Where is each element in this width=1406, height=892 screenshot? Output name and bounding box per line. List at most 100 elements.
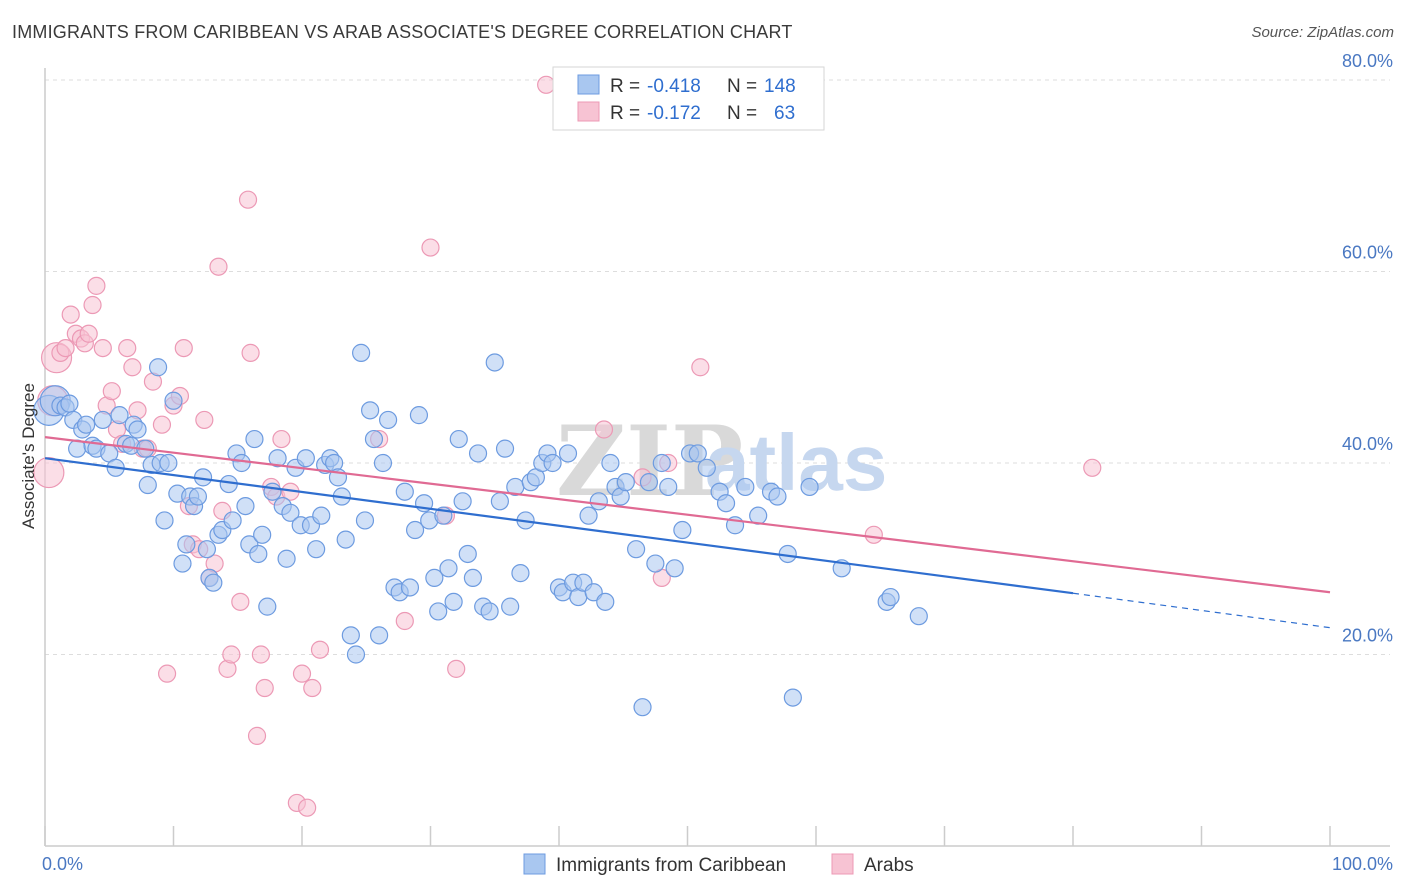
legend-n-value-1: 148: [764, 76, 796, 97]
caribbean-point-140: [783, 688, 802, 707]
caribbean-point-125: [652, 453, 671, 473]
caribbean-point-72: [370, 626, 389, 645]
arab-point-37: [222, 645, 241, 664]
caribbean-point-46: [249, 544, 268, 564]
legend-r-value-2: -0.172: [647, 103, 701, 124]
caribbean-point-14: [110, 406, 129, 425]
caribbean-point-24: [155, 511, 174, 530]
caribbean-point-98: [501, 597, 520, 616]
arab-point-9: [79, 324, 98, 343]
caribbean-point-29: [177, 535, 196, 554]
legend-r-label-2: R =: [610, 103, 640, 124]
caribbean-point-66: [341, 626, 360, 645]
caribbean-point-135: [736, 477, 755, 497]
legend-n-label-2: N =: [727, 103, 757, 124]
arab-point-65: [1083, 458, 1102, 477]
grid-lines: [45, 79, 1390, 655]
caribbean-point-58: [307, 540, 326, 559]
legend-r-label-1: R =: [610, 76, 640, 97]
caribbean-trend-extension: [1072, 592, 1331, 629]
caribbean-point-90: [458, 544, 477, 564]
caribbean-point-56: [296, 449, 315, 468]
caribbean-point-53: [281, 503, 300, 522]
caribbean-point-145: [909, 607, 928, 626]
arab-point-12: [93, 339, 112, 358]
caribbean-point-109: [558, 444, 578, 463]
caribbean-point-113: [579, 506, 598, 525]
caribbean-point-116: [596, 592, 615, 611]
arab-point-38: [231, 592, 250, 611]
caribbean-point-133: [716, 494, 736, 513]
caribbean-point-131: [697, 458, 716, 477]
caribbean-point-88: [449, 429, 468, 449]
arab-point-18: [123, 358, 142, 377]
caribbean-point-94: [480, 602, 499, 621]
arab-point-50: [298, 798, 317, 817]
arab-point-14: [102, 382, 121, 401]
caribbean-point-80: [409, 406, 429, 425]
legend-r-value-1: -0.418: [647, 76, 701, 97]
caribbean-point-68: [352, 343, 371, 362]
caribbean-point-8: [77, 415, 96, 434]
chart-title: IMMIGRANTS FROM CARIBBEAN VS ARAB ASSOCI…: [12, 22, 793, 42]
caribbean-point-40: [223, 511, 242, 530]
caribbean-point-36: [204, 573, 223, 592]
arab-point-58: [537, 75, 556, 94]
caribbean-point-22: [148, 358, 168, 377]
arab-point-0: [33, 456, 65, 489]
arab-point-5: [61, 305, 80, 324]
bottom-legend-label-caribbean: Immigrants from Caribbean: [556, 855, 786, 876]
caribbean-point-92: [468, 444, 488, 463]
caribbean-point-87: [444, 592, 463, 611]
caribbean-point-127: [665, 559, 684, 578]
caribbean-point-71: [364, 429, 384, 449]
source-credit: Source: ZipAtlas.com: [1251, 24, 1394, 41]
caribbean-point-49: [263, 482, 282, 501]
caribbean-point-59: [312, 506, 331, 525]
series-legend: Immigrants from Caribbean Arabs: [523, 853, 914, 876]
caribbean-trend-line: [44, 457, 1074, 595]
trend-lines: [44, 436, 1331, 629]
caribbean-point-18: [128, 420, 147, 439]
caribbean-point-70: [361, 401, 380, 420]
y-tick-label-20: 20.0%: [1342, 626, 1393, 646]
caribbean-point-47: [253, 525, 272, 544]
arab-point-39: [238, 190, 258, 209]
caribbean-point-89: [453, 492, 472, 511]
caribbean-point-48: [258, 597, 277, 616]
arab-point-11: [87, 276, 106, 295]
arab-point-54: [395, 611, 414, 631]
arab-point-41: [247, 726, 267, 745]
caribbean-point-50: [268, 449, 287, 468]
caribbean-point-141: [800, 477, 819, 497]
caribbean-point-91: [463, 568, 483, 588]
arab-point-10: [83, 295, 102, 315]
axes: [44, 68, 1390, 847]
y-tick-label-40: 40.0%: [1342, 434, 1393, 454]
caribbean-points: [33, 343, 928, 717]
caribbean-point-79: [405, 520, 425, 540]
caribbean-point-32: [188, 487, 208, 506]
caribbean-point-4: [60, 394, 79, 413]
arab-point-40: [241, 343, 260, 362]
caribbean-point-126: [659, 477, 678, 497]
caribbean-point-42: [232, 453, 251, 473]
caribbean-point-28: [173, 554, 192, 573]
caribbean-point-124: [646, 554, 665, 573]
caribbean-point-83: [425, 568, 444, 588]
arab-point-59: [594, 420, 614, 439]
caribbean-point-45: [245, 429, 264, 449]
caribbean-point-26: [164, 391, 183, 410]
correlation-legend: R = -0.418 N = 148 R = -0.172 N = 63: [552, 66, 825, 131]
x-tick-label-max: 100.0%: [1332, 854, 1393, 874]
legend-n-value-2: 63: [774, 103, 795, 124]
legend-n-label-1: N =: [727, 76, 757, 97]
arab-point-17: [118, 339, 137, 358]
arab-point-24: [157, 664, 177, 683]
caribbean-point-106: [543, 453, 562, 473]
caribbean-point-84: [429, 602, 448, 621]
watermark-atlas: atlas: [705, 418, 887, 507]
bottom-legend-label-arab: Arabs: [864, 855, 914, 876]
arab-point-63: [691, 358, 710, 377]
